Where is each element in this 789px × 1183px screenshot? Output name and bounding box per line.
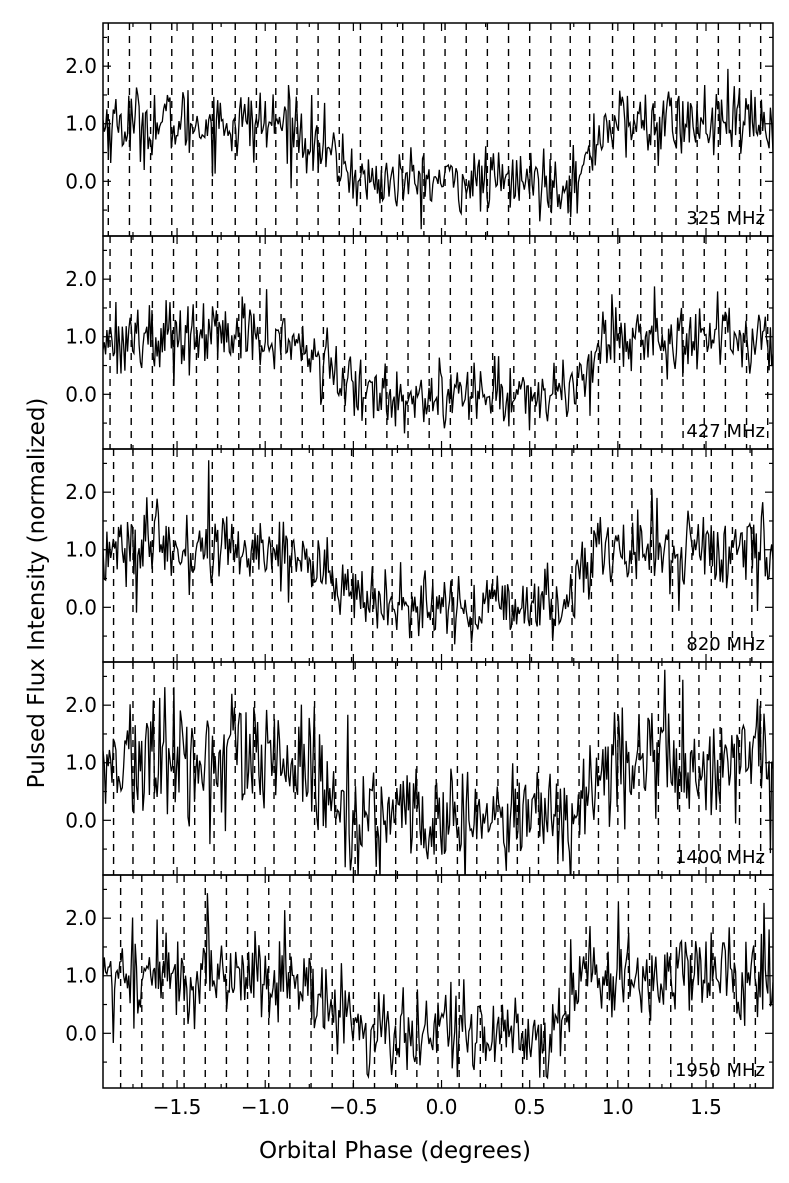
y-tick-label: 0.0 xyxy=(65,382,97,406)
y-tick-label: 2.0 xyxy=(65,906,97,930)
series-line xyxy=(103,460,773,645)
frequency-label: 820 MHz xyxy=(686,634,765,655)
y-tick-label: 1.0 xyxy=(65,751,97,775)
y-tick-label: 2.0 xyxy=(65,480,97,504)
y-tick-label: 2.0 xyxy=(65,267,97,291)
y-tick-label: 1.0 xyxy=(65,112,97,136)
panel-1400mhz: 0.0 1.0 2.0 1400 MHz xyxy=(65,661,774,876)
series-line xyxy=(103,893,773,1080)
panel-325mhz: 0.0 1.0 2.0 325 MHz xyxy=(65,22,774,237)
y-tick-label: 2.0 xyxy=(65,54,97,78)
frequency-label: 427 MHz xyxy=(686,421,765,442)
y-tick-label: 0.0 xyxy=(65,169,97,193)
x-tick-label: 0.5 xyxy=(514,1095,546,1119)
panel-820mhz: 0.0 1.0 2.0 820 MHz xyxy=(65,448,774,663)
series-line xyxy=(103,286,773,434)
frequency-label: 1400 MHz xyxy=(675,847,765,868)
y-tick-label: 0.0 xyxy=(65,595,97,619)
x-tick-label: −1.0 xyxy=(241,1095,290,1119)
x-tick-label: 1.0 xyxy=(602,1095,634,1119)
y-tick-label: 1.0 xyxy=(65,538,97,562)
frequency-label: 325 MHz xyxy=(686,208,765,229)
y-tick-label: 1.0 xyxy=(65,964,97,988)
y-tick-label: 1.0 xyxy=(65,325,97,349)
x-tick-label: −1.5 xyxy=(153,1095,202,1119)
frequency-label: 1950 MHz xyxy=(675,1060,765,1081)
y-tick-label: 0.0 xyxy=(65,1021,97,1045)
x-axis-title: Orbital Phase (degrees) xyxy=(259,1138,531,1164)
x-tick-label: 0.0 xyxy=(426,1095,458,1119)
series-line xyxy=(103,68,773,230)
y-tick-label: 0.0 xyxy=(65,808,97,832)
panel-1950mhz: 0.0 1.0 2.0 1950 MHz xyxy=(65,874,774,1089)
series-line xyxy=(103,669,773,875)
x-tick-label: −0.5 xyxy=(329,1095,378,1119)
y-tick-label: 2.0 xyxy=(65,693,97,717)
y-axis-title: Pulsed Flux Intensity (normalized) xyxy=(24,398,50,789)
panel-frame xyxy=(102,874,774,1089)
x-tick-label: 1.5 xyxy=(690,1095,722,1119)
